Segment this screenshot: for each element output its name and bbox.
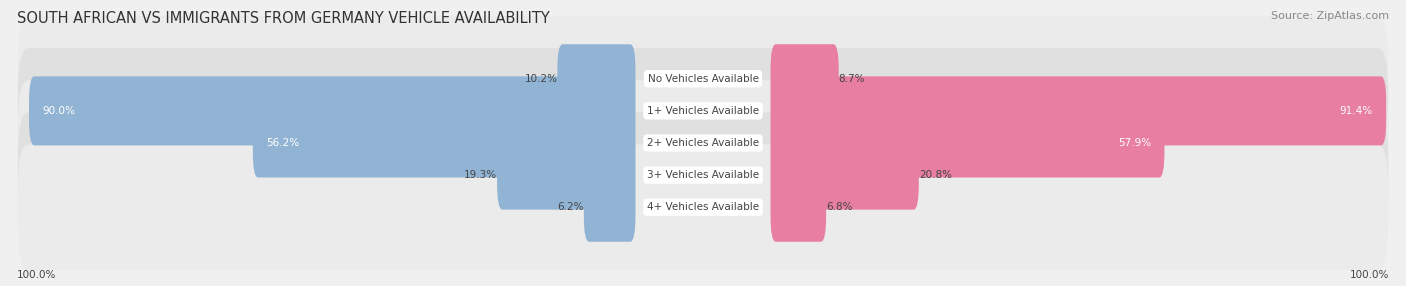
Text: 100.0%: 100.0%	[17, 270, 56, 280]
FancyBboxPatch shape	[498, 141, 636, 210]
Text: Source: ZipAtlas.com: Source: ZipAtlas.com	[1271, 11, 1389, 21]
Text: 3+ Vehicles Available: 3+ Vehicles Available	[647, 170, 759, 180]
Text: 20.8%: 20.8%	[920, 170, 952, 180]
FancyBboxPatch shape	[18, 144, 1388, 270]
FancyBboxPatch shape	[583, 173, 636, 242]
FancyBboxPatch shape	[770, 44, 839, 113]
Text: 2+ Vehicles Available: 2+ Vehicles Available	[647, 138, 759, 148]
Text: 91.4%: 91.4%	[1340, 106, 1374, 116]
Text: 6.2%: 6.2%	[557, 202, 583, 212]
FancyBboxPatch shape	[557, 44, 636, 113]
Text: 4+ Vehicles Available: 4+ Vehicles Available	[647, 202, 759, 212]
Text: 8.7%: 8.7%	[839, 74, 865, 84]
FancyBboxPatch shape	[253, 108, 636, 178]
Text: 56.2%: 56.2%	[266, 138, 299, 148]
FancyBboxPatch shape	[30, 76, 636, 145]
FancyBboxPatch shape	[770, 141, 920, 210]
Text: 10.2%: 10.2%	[524, 74, 557, 84]
FancyBboxPatch shape	[18, 16, 1388, 142]
Text: 100.0%: 100.0%	[1350, 270, 1389, 280]
Text: 6.8%: 6.8%	[827, 202, 852, 212]
FancyBboxPatch shape	[770, 173, 827, 242]
FancyBboxPatch shape	[770, 108, 1164, 178]
Text: 57.9%: 57.9%	[1118, 138, 1152, 148]
FancyBboxPatch shape	[18, 48, 1388, 174]
Text: 90.0%: 90.0%	[42, 106, 75, 116]
Text: 19.3%: 19.3%	[464, 170, 498, 180]
FancyBboxPatch shape	[18, 112, 1388, 238]
FancyBboxPatch shape	[18, 80, 1388, 206]
Text: 1+ Vehicles Available: 1+ Vehicles Available	[647, 106, 759, 116]
Text: SOUTH AFRICAN VS IMMIGRANTS FROM GERMANY VEHICLE AVAILABILITY: SOUTH AFRICAN VS IMMIGRANTS FROM GERMANY…	[17, 11, 550, 26]
Text: No Vehicles Available: No Vehicles Available	[648, 74, 758, 84]
FancyBboxPatch shape	[770, 76, 1386, 145]
